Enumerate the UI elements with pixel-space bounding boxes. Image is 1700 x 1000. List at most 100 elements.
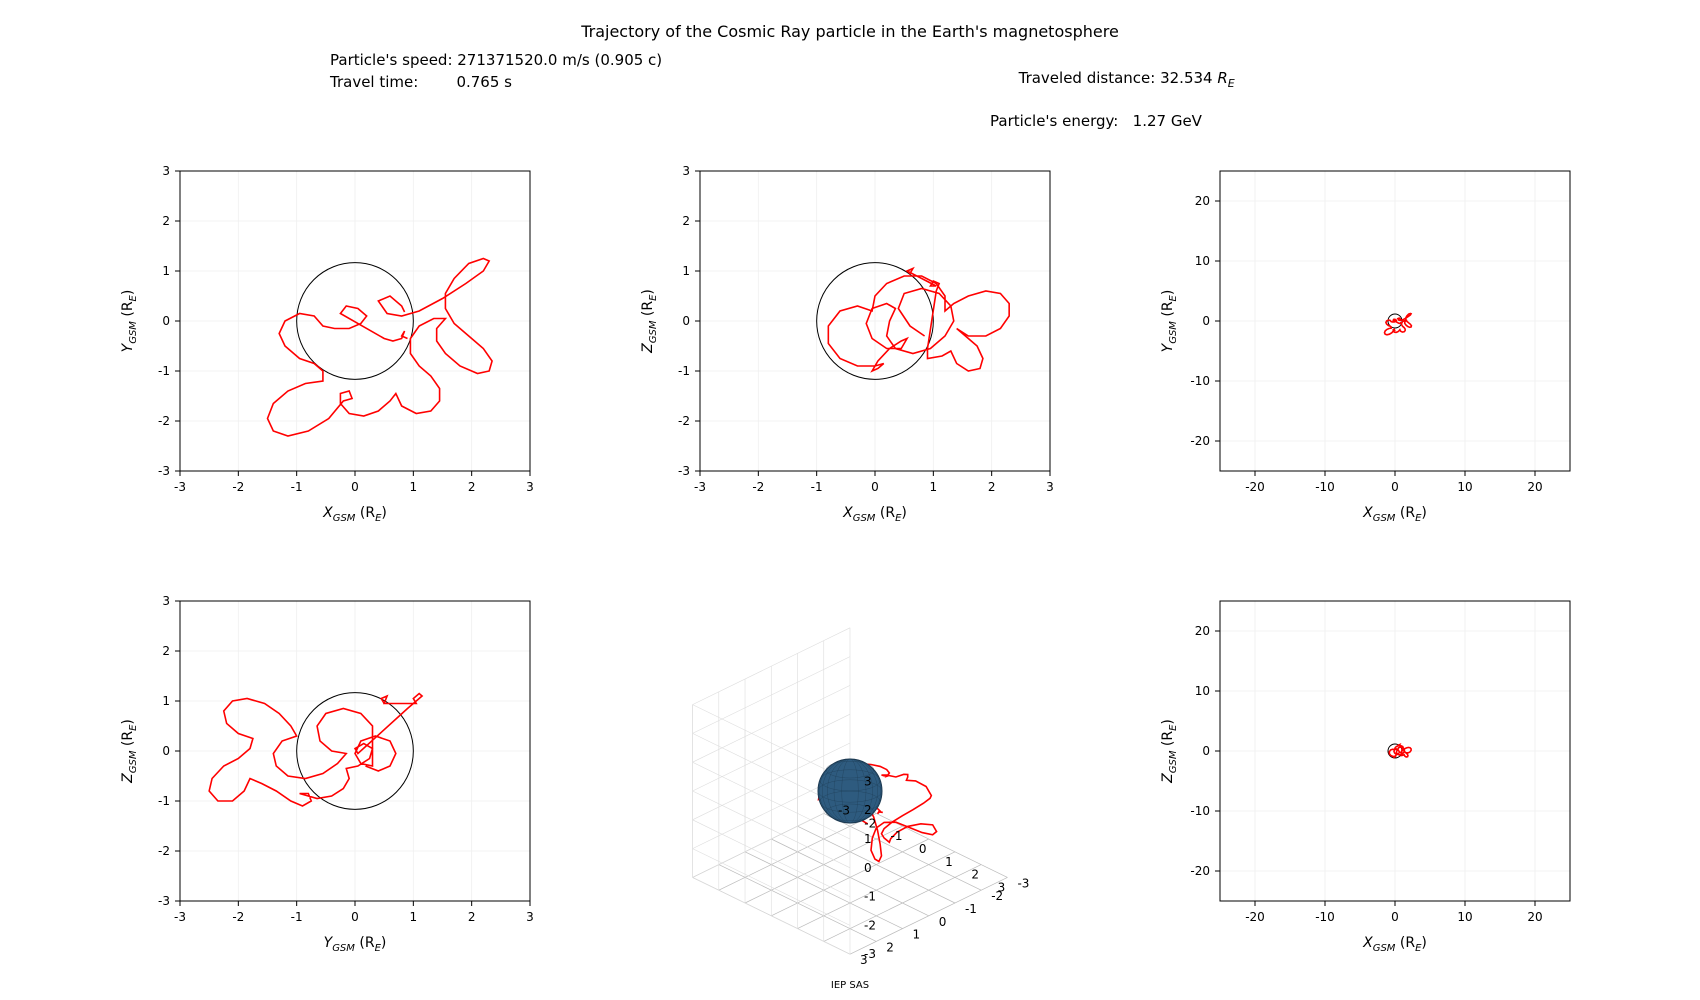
svg-text:1: 1 (410, 910, 418, 924)
svg-text:-1: -1 (291, 910, 303, 924)
svg-text:2: 2 (988, 480, 996, 494)
svg-text:3: 3 (860, 953, 868, 967)
svg-text:-2: -2 (232, 480, 244, 494)
svg-text:-1: -1 (811, 480, 823, 494)
svg-text:0: 0 (351, 910, 359, 924)
svg-text:-2: -2 (158, 414, 170, 428)
svg-text:-1: -1 (158, 794, 170, 808)
svg-text:XGSM (RE): XGSM (RE) (1362, 505, 1427, 524)
svg-text:-1: -1 (678, 364, 690, 378)
svg-text:10: 10 (1457, 480, 1472, 494)
svg-text:3: 3 (682, 164, 690, 178)
info-left: Particle's speed: 271371520.0 m/s (0.905… (330, 51, 710, 134)
svg-text:-1: -1 (864, 890, 876, 904)
svg-text:-20: -20 (1245, 480, 1265, 494)
svg-text:YGSM (RE): YGSM (RE) (1160, 290, 1179, 353)
svg-text:1: 1 (162, 694, 170, 708)
footer-credit: IEP SAS (0, 976, 1700, 991)
svg-text:10: 10 (1195, 684, 1210, 698)
svg-text:0: 0 (162, 744, 170, 758)
svg-text:1: 1 (410, 480, 418, 494)
energy-text: Particle's energy: 1.27 GeV (990, 112, 1370, 130)
svg-text:-10: -10 (1315, 480, 1335, 494)
panel-3d: -3-3-3-2-2-2-1-1-1000111222333 (610, 576, 1090, 966)
panel-xy-wide: -20 -20 -10 -10 0 0 10 10 20 20 XGSM (RE) YGSM (RE) (1130, 146, 1610, 536)
svg-text:1: 1 (912, 928, 920, 942)
svg-text:-2: -2 (678, 414, 690, 428)
svg-text:-20: -20 (1190, 864, 1210, 878)
svg-text:-10: -10 (1190, 804, 1210, 818)
svg-text:1: 1 (682, 264, 690, 278)
svg-text:0: 0 (939, 915, 947, 929)
svg-text:1: 1 (162, 264, 170, 278)
svg-text:0: 0 (162, 314, 170, 328)
svg-text:20: 20 (1195, 624, 1210, 638)
distance-text: Traveled distance: 32.534 RE (990, 51, 1370, 108)
svg-text:-10: -10 (1190, 374, 1210, 388)
svg-text:-3: -3 (158, 894, 170, 908)
svg-text:-20: -20 (1190, 434, 1210, 448)
panel-xy: -3-3-2-2-1-100112233XGSM (RE)YGSM (RE) (90, 146, 570, 536)
info-right: Traveled distance: 32.534 RE Particle's … (990, 51, 1370, 134)
panel-grid: -3-3-2-2-1-100112233XGSM (RE)YGSM (RE) -… (0, 136, 1700, 976)
svg-text:2: 2 (682, 214, 690, 228)
svg-text:-2: -2 (752, 480, 764, 494)
svg-text:0: 0 (1202, 314, 1210, 328)
svg-text:ZGSM (RE): ZGSM (RE) (640, 289, 659, 354)
svg-text:-2: -2 (864, 816, 876, 830)
svg-text:2: 2 (468, 480, 476, 494)
svg-text:0: 0 (871, 480, 879, 494)
svg-text:-1: -1 (890, 829, 902, 843)
svg-text:3: 3 (864, 774, 872, 788)
svg-text:XGSM (RE): XGSM (RE) (1362, 935, 1427, 954)
svg-text:1: 1 (930, 480, 938, 494)
svg-text:3: 3 (162, 594, 170, 608)
svg-text:-10: -10 (1315, 910, 1335, 924)
svg-text:1: 1 (945, 855, 953, 869)
svg-text:-3: -3 (678, 464, 690, 478)
svg-text:3: 3 (1046, 480, 1054, 494)
svg-text:-3: -3 (694, 480, 706, 494)
svg-text:-2: -2 (864, 918, 876, 932)
speed-text: Particle's speed: 271371520.0 m/s (0.905… (330, 51, 710, 69)
svg-text:1: 1 (864, 832, 872, 846)
svg-text:ZGSM (RE): ZGSM (RE) (120, 719, 139, 784)
svg-text:-1: -1 (965, 902, 977, 916)
svg-text:XGSM (RE): XGSM (RE) (842, 505, 907, 524)
svg-text:-3: -3 (158, 464, 170, 478)
svg-text:20: 20 (1195, 194, 1210, 208)
svg-text:0: 0 (864, 861, 872, 875)
svg-text:-3: -3 (174, 480, 186, 494)
svg-text:3: 3 (526, 480, 534, 494)
svg-text:-3: -3 (174, 910, 186, 924)
panel-xz: -3 -3 -2 -2 -1 -1 0 0 1 1 2 2 3 3 XGSM (RE) ZGSM (RE) (610, 146, 1090, 536)
svg-text:2: 2 (468, 910, 476, 924)
svg-text:0: 0 (919, 842, 927, 856)
svg-text:0: 0 (351, 480, 359, 494)
svg-text:2: 2 (971, 868, 979, 882)
svg-text:YGSM (RE): YGSM (RE) (120, 290, 139, 353)
svg-text:10: 10 (1195, 254, 1210, 268)
svg-text:3: 3 (998, 880, 1006, 894)
svg-text:-2: -2 (158, 844, 170, 858)
svg-text:20: 20 (1527, 480, 1542, 494)
svg-text:-3: -3 (1017, 876, 1029, 890)
time-text: Travel time: 0.765 s (330, 73, 710, 91)
svg-text:10: 10 (1457, 910, 1472, 924)
svg-text:0: 0 (1391, 480, 1399, 494)
svg-text:0: 0 (682, 314, 690, 328)
svg-text:-1: -1 (291, 480, 303, 494)
svg-text:2: 2 (162, 644, 170, 658)
svg-text:2: 2 (162, 214, 170, 228)
svg-text:-20: -20 (1245, 910, 1265, 924)
svg-text:3: 3 (162, 164, 170, 178)
main-title: Trajectory of the Cosmic Ray particle in… (0, 0, 1700, 51)
svg-text:-2: -2 (232, 910, 244, 924)
svg-text:ZGSM (RE): ZGSM (RE) (1160, 719, 1179, 784)
svg-text:3: 3 (526, 910, 534, 924)
info-row: Particle's speed: 271371520.0 m/s (0.905… (0, 51, 1700, 136)
svg-text:0: 0 (1391, 910, 1399, 924)
svg-text:0: 0 (1202, 744, 1210, 758)
panel-yz: -3-3-2-2-1-100112233YGSM (RE)ZGSM (RE) (90, 576, 570, 966)
panel-xz-wide: -20-20-10-100010102020XGSM (RE)ZGSM (RE) (1130, 576, 1610, 966)
